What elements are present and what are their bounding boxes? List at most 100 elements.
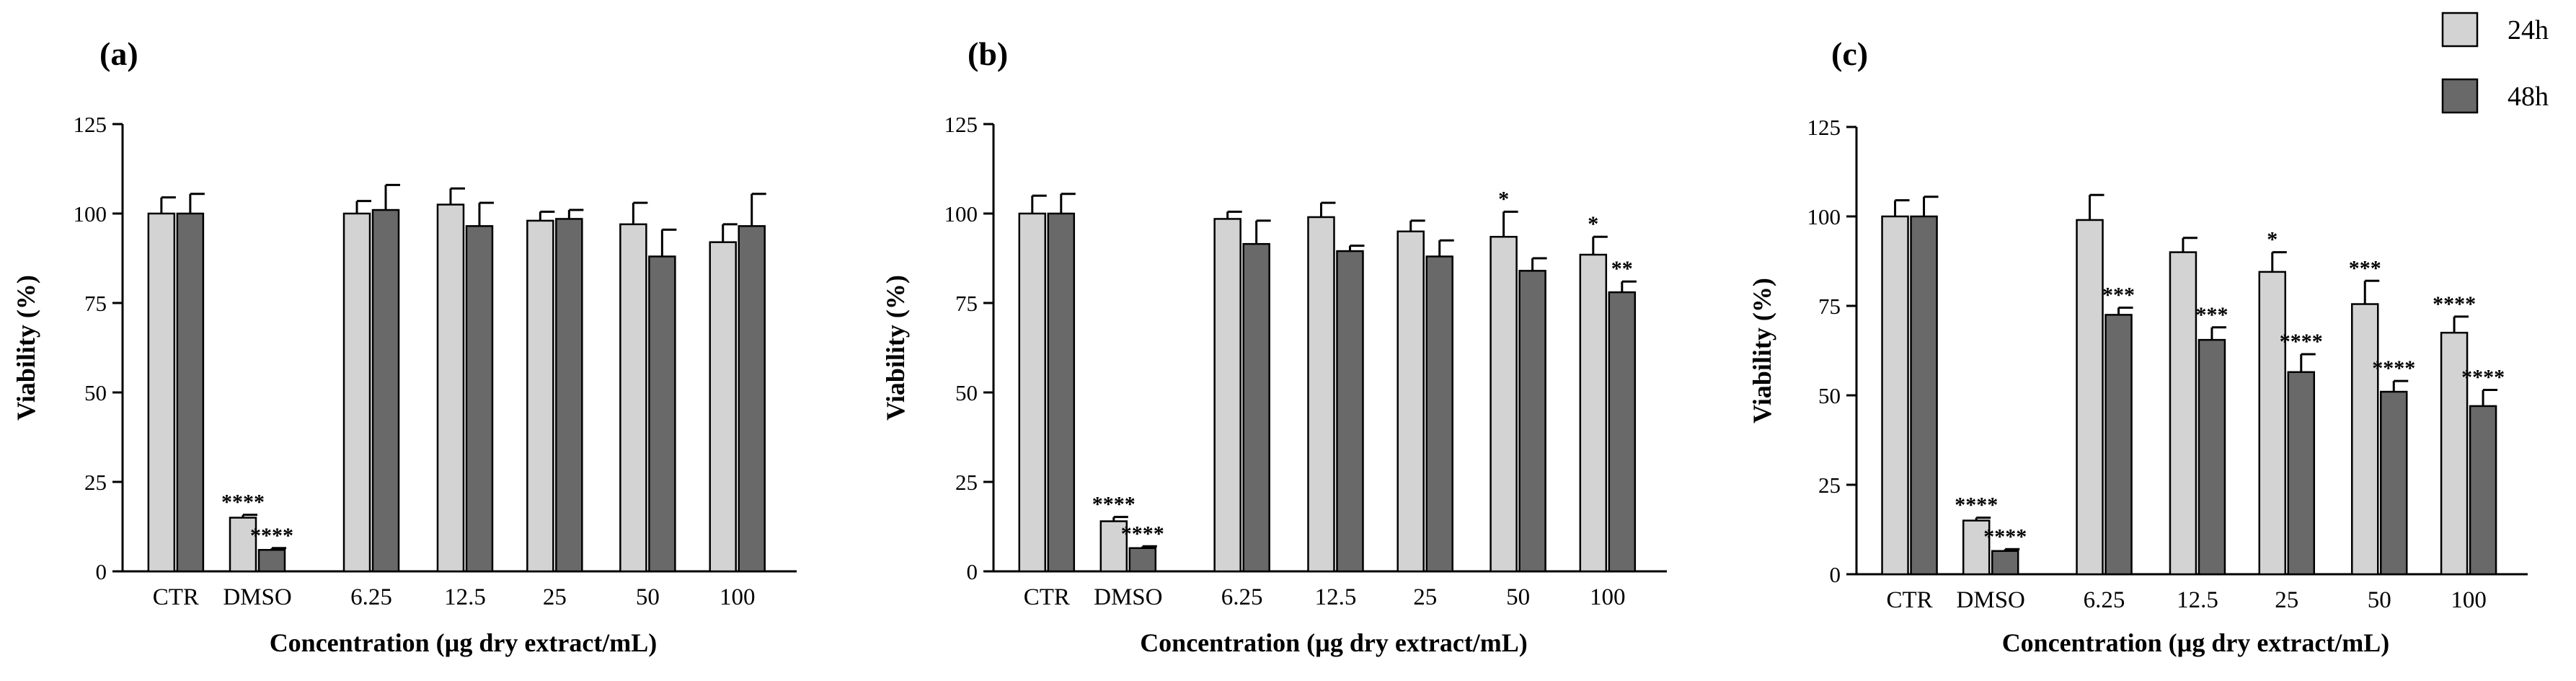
bar-48h <box>555 218 583 573</box>
x-tick-label: 50 <box>636 584 660 610</box>
x-tick-label: 25 <box>543 584 567 610</box>
bar-24h <box>342 212 371 573</box>
x-tick-label: CTR <box>1886 587 1932 613</box>
bar-48h <box>257 548 286 573</box>
y-tick-label: 125 <box>74 112 107 137</box>
y-tick-label: 25 <box>1818 473 1841 498</box>
x-tick-label: 12.5 <box>2177 587 2218 613</box>
bar-48h <box>1608 291 1637 573</box>
bar-24h <box>619 223 647 573</box>
bar-24h <box>1397 230 1425 573</box>
x-tick-label: 6.25 <box>2084 587 2125 613</box>
panel-label: (a) <box>99 35 138 72</box>
bar-24h <box>2169 251 2197 576</box>
bar-48h <box>465 225 494 573</box>
bar-48h <box>738 225 766 573</box>
y-tick-label: 50 <box>1818 383 1841 408</box>
y-tick-label: 0 <box>1830 562 1841 587</box>
chart-panel-c: (c) 0 25 50 75 100 125 Viability (%) Concentrati… <box>1748 35 2528 657</box>
legend-swatch-24h <box>2441 12 2479 48</box>
bar-24h <box>1018 212 1047 573</box>
x-axis-title: Concentration (µg dry extract/mL) <box>2002 628 2390 657</box>
significance-marker: **** <box>1955 493 1998 517</box>
bar-48h <box>371 208 400 573</box>
bar-24h <box>1881 215 1909 576</box>
x-tick-label: 50 <box>2368 587 2391 613</box>
significance-marker: * <box>1498 188 1509 211</box>
bar-24h <box>147 212 176 573</box>
bar-24h <box>2350 303 2379 576</box>
significance-marker: *** <box>2102 283 2135 307</box>
bar-24h <box>2440 331 2469 576</box>
x-tick-label: DMSO <box>223 584 291 610</box>
y-tick-label: 100 <box>944 201 978 227</box>
significance-marker: **** <box>221 491 265 514</box>
x-tick-label: CTR <box>1024 584 1070 610</box>
bar-48h <box>2287 371 2316 576</box>
bar-24h <box>1962 519 1991 576</box>
bar-24h <box>709 241 737 573</box>
legend-swatch-48h <box>2441 78 2479 114</box>
bar-24h <box>526 219 554 573</box>
y-axis-title: Viability (%) <box>1748 278 1776 423</box>
y-tick-label: 100 <box>74 201 107 227</box>
significance-marker: *** <box>2195 303 2228 327</box>
y-tick-label: 0 <box>967 559 978 584</box>
x-tick-label: CTR <box>153 584 199 610</box>
bar-24h <box>229 517 257 573</box>
x-tick-label: 50 <box>1506 584 1530 610</box>
legend: 24h 48h <box>2441 12 2549 114</box>
x-axis-title: Concentration (µg dry extract/mL) <box>270 628 658 657</box>
legend-label: 48h <box>2508 82 2549 112</box>
y-axis-title: Viability (%) <box>12 275 40 421</box>
bar-48h <box>1991 550 2019 576</box>
legend-label: 24h <box>2508 15 2549 45</box>
bar-48h <box>1047 212 1076 573</box>
y-tick-label: 25 <box>84 470 107 495</box>
bar-48h <box>1242 242 1270 573</box>
y-tick-label: 25 <box>955 470 978 495</box>
bar-48h <box>648 255 676 573</box>
significance-marker: *** <box>2349 256 2381 280</box>
bar-48h <box>2197 338 2226 576</box>
bar-48h <box>176 212 205 573</box>
y-tick-label: 50 <box>84 380 107 405</box>
x-tick-label: 6.25 <box>350 584 392 610</box>
bar-48h <box>1336 250 1364 573</box>
bar-48h <box>2469 405 2497 576</box>
y-tick-label: 100 <box>1807 204 1841 229</box>
bar-24h <box>2258 271 2287 576</box>
y-tick-label: 50 <box>955 380 978 405</box>
bar-24h <box>2076 219 2104 576</box>
x-tick-label: 100 <box>2451 587 2487 613</box>
y-axis-title: Viability (%) <box>881 275 910 421</box>
y-tick-label: 75 <box>84 291 107 316</box>
significance-marker: **** <box>1121 522 1164 545</box>
bar-24h <box>1213 218 1241 573</box>
x-tick-label: 25 <box>1413 584 1437 610</box>
y-tick-label: 125 <box>944 112 978 137</box>
bar-24h <box>1307 216 1335 573</box>
bar-24h <box>1099 520 1128 573</box>
y-tick-label: 75 <box>1818 294 1841 319</box>
chart-panel-a: (a) 0 25 50 75 100 125 Viability (%) Concentrati… <box>12 35 797 657</box>
significance-marker: **** <box>2280 330 2323 353</box>
chart-panel-b: (b) 0 25 50 75 100 125 Viability (%) Concentrati… <box>881 35 1667 657</box>
panel-label: (b) <box>968 35 1008 72</box>
bar-48h <box>1425 255 1453 573</box>
bar-48h <box>1128 547 1157 573</box>
panel-label: (c) <box>1831 35 1868 72</box>
significance-marker: **** <box>1983 524 2027 548</box>
x-tick-label: 25 <box>2275 587 2298 613</box>
x-tick-label: 12.5 <box>1315 584 1357 610</box>
x-tick-label: 12.5 <box>444 584 486 610</box>
significance-marker: * <box>2267 228 2278 252</box>
significance-marker: **** <box>2372 356 2415 380</box>
bar-24h <box>436 203 465 573</box>
bar-48h <box>1910 215 1938 576</box>
bar-48h <box>2379 390 2408 576</box>
x-axis-title: Concentration (µg dry extract/mL) <box>1140 628 1528 657</box>
x-tick-label: 100 <box>720 584 756 610</box>
x-tick-label: DMSO <box>1094 584 1162 610</box>
